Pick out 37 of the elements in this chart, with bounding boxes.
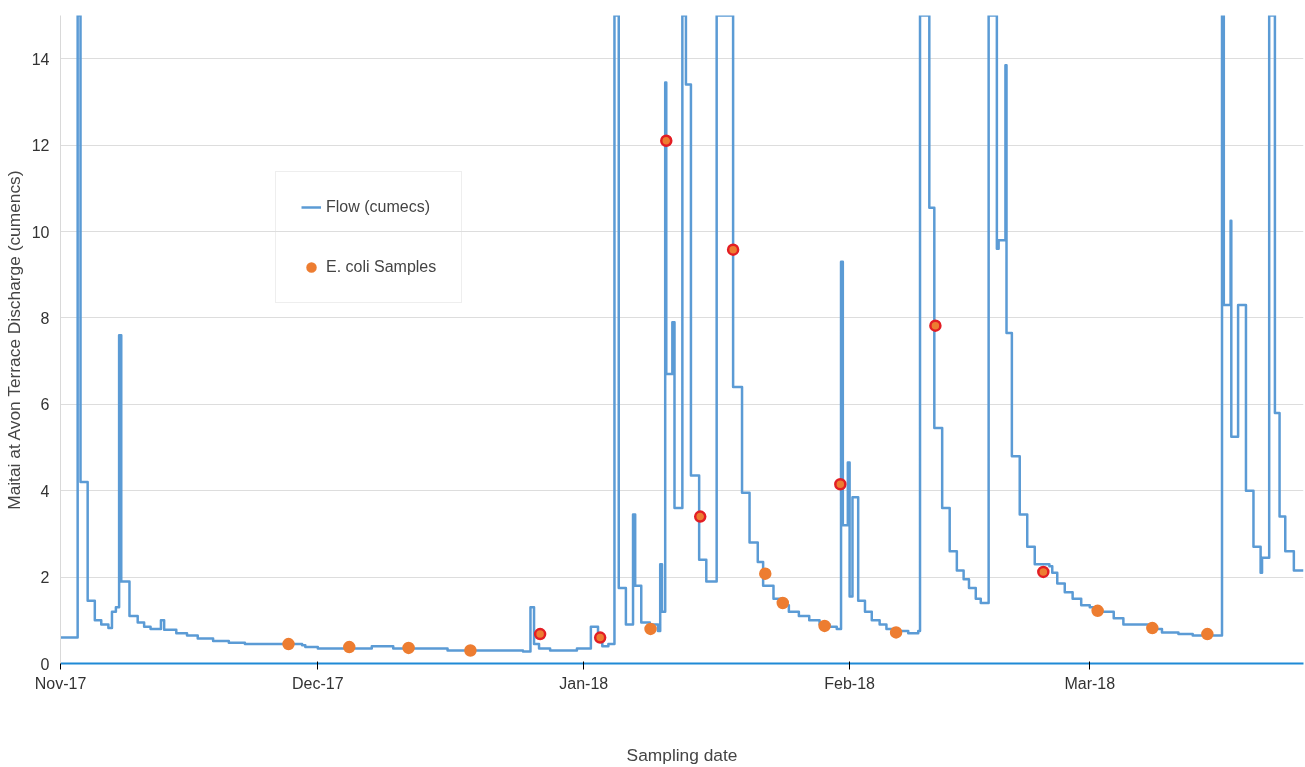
point — [282, 637, 295, 651]
y-tick-label: 14 — [31, 50, 50, 68]
point — [693, 510, 707, 523]
x-tick-label: Nov-17 — [34, 674, 87, 692]
x-tick-label: Dec-17 — [292, 674, 344, 692]
y-tick-label: 2 — [40, 569, 50, 587]
point — [1201, 627, 1214, 641]
point — [1037, 565, 1050, 579]
y-axis-title: Maitai at Avon Terrace Discharge (cumencs) — [3, 170, 24, 510]
legend-label: Flow (cumecs) — [326, 198, 431, 216]
y-tick-label: 4 — [40, 482, 50, 500]
x-tick-label: Feb-18 — [824, 674, 876, 692]
point — [759, 567, 772, 580]
point — [343, 640, 356, 654]
x-axis-title: Sampling date — [626, 744, 738, 765]
point — [402, 641, 415, 655]
point — [464, 644, 477, 657]
legend-label: E. coli Samples — [326, 258, 437, 276]
point — [1146, 621, 1159, 635]
point — [929, 319, 942, 332]
point — [533, 627, 547, 641]
point — [889, 626, 903, 639]
point — [644, 622, 657, 636]
point — [818, 619, 831, 633]
point — [593, 631, 607, 644]
x-tick-label: Jan-18 — [559, 674, 609, 692]
y-tick-label: 8 — [40, 309, 50, 327]
point — [660, 134, 673, 148]
point — [776, 596, 790, 610]
y-tick-label: 6 — [40, 396, 50, 414]
point — [726, 243, 740, 256]
y-tick-label: 12 — [31, 137, 50, 155]
point — [834, 477, 847, 491]
point — [1091, 604, 1104, 618]
x-tick-label: Mar-18 — [1064, 674, 1116, 692]
y-tick-label: 10 — [31, 223, 50, 241]
y-tick-label: 0 — [40, 655, 50, 673]
